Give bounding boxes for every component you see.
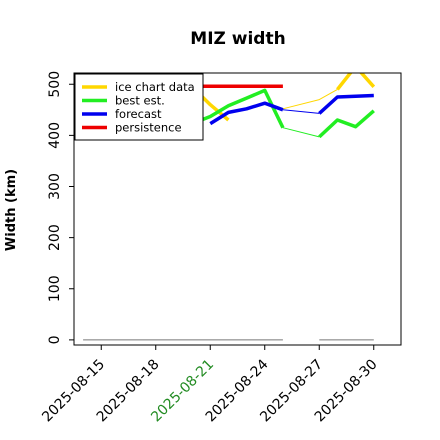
series-line-forecast-2 bbox=[318, 93, 374, 115]
y-axis-label: Width (km) bbox=[4, 169, 19, 251]
y-tick-label: 0 bbox=[47, 335, 63, 344]
y-axis: 0 100 200 300 400 500 bbox=[47, 71, 74, 344]
legend-label: persistence bbox=[115, 121, 182, 135]
y-tick-label: 200 bbox=[47, 224, 63, 251]
y-tick-label: 400 bbox=[47, 122, 63, 149]
x-axis: 2025-08-152025-08-182025-08-212025-08-24… bbox=[39, 345, 381, 425]
y-tick-label: 300 bbox=[47, 173, 63, 200]
plot-frame bbox=[73, 72, 402, 346]
series-line-best-est-2 bbox=[318, 109, 375, 139]
series-line-ice-chart-data-thin-1 bbox=[282, 88, 338, 110]
legend-label: forecast bbox=[115, 107, 162, 121]
y-tick-label: 500 bbox=[47, 71, 63, 98]
chart-title: MIZ width bbox=[190, 29, 285, 49]
series-line-forecast-1 bbox=[209, 101, 284, 126]
legend-label: ice chart data bbox=[115, 80, 195, 94]
y-tick-label: 100 bbox=[47, 275, 63, 302]
legend-label: best est. bbox=[115, 94, 165, 108]
series-line-forecast-thin-1 bbox=[282, 109, 320, 114]
series-line-ice-chart-data-2 bbox=[336, 73, 376, 91]
series-line-best-est-thin-1 bbox=[282, 127, 320, 138]
